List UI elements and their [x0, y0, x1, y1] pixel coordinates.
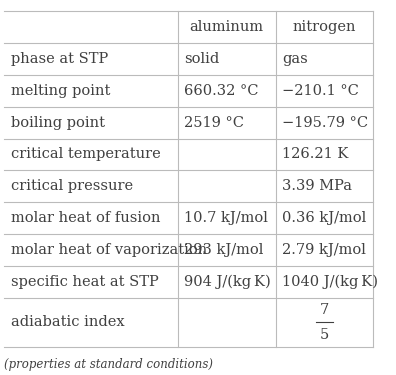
Text: 1040 J/(kg K): 1040 J/(kg K)	[282, 274, 378, 289]
Text: 660.32 °C: 660.32 °C	[184, 84, 259, 98]
Text: (properties at standard conditions): (properties at standard conditions)	[4, 358, 213, 371]
Text: 126.21 K: 126.21 K	[282, 147, 348, 161]
Text: 10.7 kJ/mol: 10.7 kJ/mol	[184, 211, 268, 225]
Text: critical pressure: critical pressure	[11, 179, 133, 193]
Text: specific heat at STP: specific heat at STP	[11, 274, 158, 289]
Text: −195.79 °C: −195.79 °C	[282, 116, 368, 130]
Text: −210.1 °C: −210.1 °C	[282, 84, 359, 98]
Text: 2.79 kJ/mol: 2.79 kJ/mol	[282, 243, 366, 257]
Text: solid: solid	[184, 52, 219, 66]
Text: melting point: melting point	[11, 84, 110, 98]
Text: 0.36 kJ/mol: 0.36 kJ/mol	[282, 211, 367, 225]
Text: adiabatic index: adiabatic index	[11, 315, 124, 329]
Text: molar heat of vaporization: molar heat of vaporization	[11, 243, 207, 257]
Text: boiling point: boiling point	[11, 116, 105, 130]
Text: 2519 °C: 2519 °C	[184, 116, 244, 130]
Text: phase at STP: phase at STP	[11, 52, 108, 66]
Text: molar heat of fusion: molar heat of fusion	[11, 211, 160, 225]
Text: nitrogen: nitrogen	[293, 20, 356, 34]
Text: 293 kJ/mol: 293 kJ/mol	[184, 243, 264, 257]
Text: 904 J/(kg K): 904 J/(kg K)	[184, 274, 271, 289]
Text: 3.39 MPa: 3.39 MPa	[282, 179, 352, 193]
Text: aluminum: aluminum	[189, 20, 264, 34]
Text: critical temperature: critical temperature	[11, 147, 160, 161]
Text: 5: 5	[320, 328, 329, 342]
Text: 7: 7	[320, 303, 329, 317]
Text: gas: gas	[282, 52, 308, 66]
